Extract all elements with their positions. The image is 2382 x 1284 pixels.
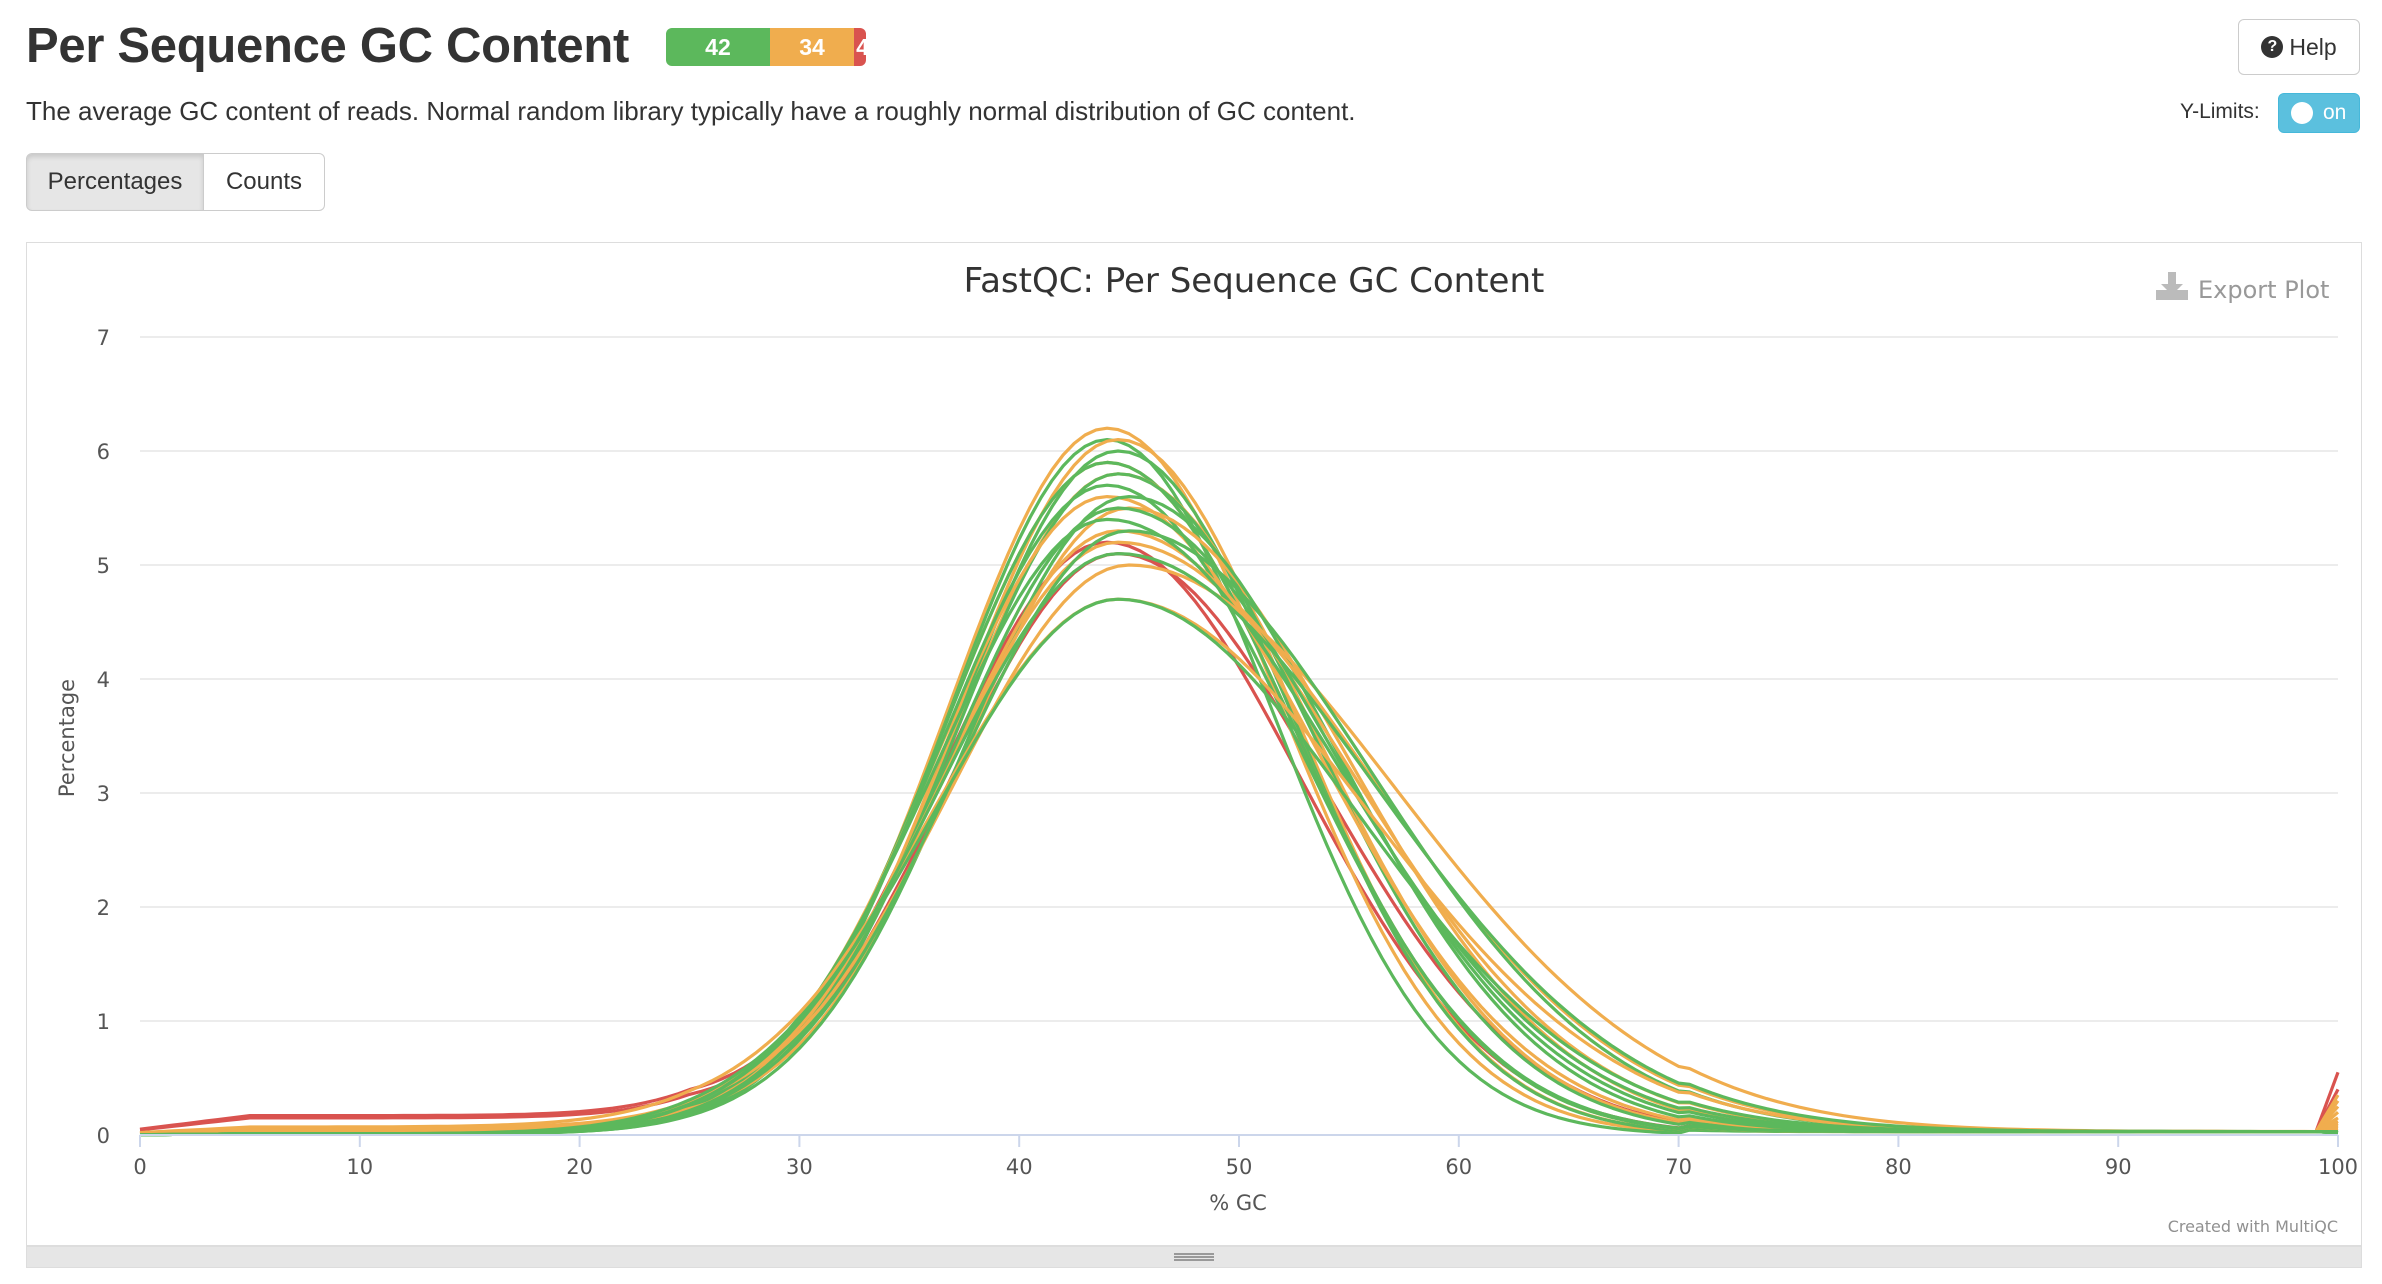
- series-line-fail[interactable]: [139, 552, 2340, 1134]
- help-button[interactable]: ? Help: [2238, 19, 2360, 75]
- status-pass-count[interactable]: 42: [666, 28, 770, 66]
- x-tick-label: 100: [2318, 1155, 2358, 1179]
- percentages-button[interactable]: Percentages: [26, 153, 204, 211]
- status-fail-count[interactable]: 4: [854, 28, 866, 66]
- ylimits-toggle[interactable]: on: [2278, 93, 2360, 133]
- series-line-pass[interactable]: [139, 438, 2339, 1137]
- chart-gridlines: [140, 336, 2338, 1136]
- series-line-warn[interactable]: [139, 472, 2339, 1136]
- series-line-pass[interactable]: [139, 597, 2338, 1137]
- grip-icon: [1174, 1253, 1214, 1261]
- series-line-pass[interactable]: [139, 552, 2339, 1137]
- series-line-warn[interactable]: [139, 438, 2339, 1136]
- series-line-pass[interactable]: [139, 472, 2338, 1137]
- series-line-pass[interactable]: [139, 529, 2339, 1137]
- data-view-toggle: Percentages Counts: [26, 153, 325, 211]
- series-line-warn[interactable]: [139, 426, 2339, 1136]
- y-tick-label: 0: [97, 1124, 110, 1148]
- status-warn-count[interactable]: 34: [769, 28, 855, 66]
- y-tick-label: 5: [97, 554, 110, 578]
- plot-container: [26, 242, 2362, 1246]
- x-tick-label: 20: [566, 1155, 593, 1179]
- series-line-pass[interactable]: [139, 460, 2339, 1137]
- counts-button[interactable]: Counts: [204, 153, 325, 211]
- y-tick-label: 3: [97, 782, 110, 806]
- y-tick-label: 4: [97, 668, 110, 692]
- export-plot-label: Export Plot: [2198, 276, 2329, 304]
- x-tick-label: 80: [1885, 1155, 1912, 1179]
- chart-title: FastQC: Per Sequence GC Content: [964, 261, 1545, 301]
- x-tick-label: 50: [1226, 1155, 1253, 1179]
- help-label: Help: [2289, 33, 2337, 60]
- y-tick-label: 7: [97, 326, 110, 350]
- section-description: The average GC content of reads. Normal …: [26, 96, 1356, 126]
- y-tick-label: 6: [97, 440, 110, 464]
- x-tick-label: 70: [1665, 1155, 1692, 1179]
- export-plot-button[interactable]: Export Plot: [2156, 272, 2329, 304]
- y-tick-label: 1: [97, 1010, 110, 1034]
- ylimits-label: Y-Limits:: [2180, 100, 2260, 123]
- x-tick-label: 40: [1006, 1155, 1033, 1179]
- x-tick-label: 0: [133, 1155, 146, 1179]
- y-tick-label: 2: [97, 896, 110, 920]
- plot-resize-handle[interactable]: [26, 1246, 2362, 1268]
- series-line-warn[interactable]: [139, 529, 2340, 1135]
- ylimits-toggle-label: on: [2323, 101, 2347, 124]
- page-title: Per Sequence GC Content: [26, 19, 629, 73]
- x-tick-label: 60: [1445, 1155, 1472, 1179]
- x-axis-label: % GC: [1209, 1191, 1267, 1215]
- multiqc-credit: Created with MultiQC: [2168, 1217, 2338, 1236]
- series-line-warn[interactable]: [139, 563, 2340, 1135]
- x-tick-label: 10: [346, 1155, 373, 1179]
- download-icon: [2156, 272, 2188, 300]
- toggle-knob-icon: [2291, 102, 2313, 124]
- x-tick-label: 90: [2105, 1155, 2132, 1179]
- x-tick-label: 30: [786, 1155, 813, 1179]
- question-circle-icon: ?: [2261, 36, 2284, 58]
- chart-series-group: [139, 426, 2340, 1137]
- status-bar[interactable]: 42 34 4: [666, 28, 866, 66]
- y-axis-label: Percentage: [55, 679, 79, 797]
- series-line-warn[interactable]: [139, 460, 2339, 1135]
